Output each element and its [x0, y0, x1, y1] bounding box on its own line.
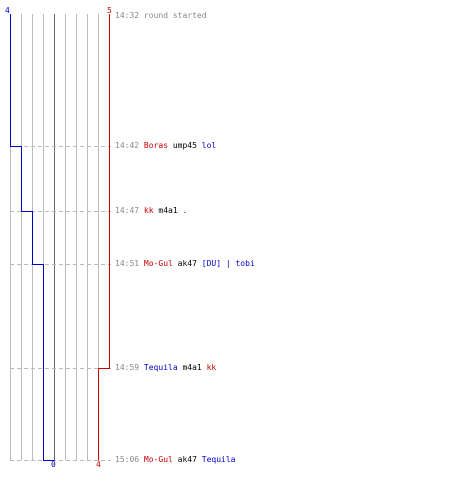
event-kill: 14:51 Mo-Gul ak47 [DU] | tobi	[115, 259, 255, 269]
blue-end-score: 0	[51, 460, 56, 469]
killer-name: Boras	[143, 141, 169, 150]
event-time: 14:47	[115, 206, 140, 215]
event-kill: 14:42 Boras ump45 lol	[115, 141, 216, 151]
victim-name: lol	[201, 141, 217, 150]
victim-name: .	[182, 206, 188, 215]
victim-name: [DU] | tobi	[201, 259, 255, 268]
weapon-name: ump45	[172, 141, 197, 150]
killer-name: kk	[143, 206, 154, 215]
victim-name: kk	[206, 363, 217, 372]
event-note: round started	[143, 11, 207, 20]
event-guides	[10, 146, 111, 461]
blue-team-line	[10, 14, 55, 461]
killer-name: Tequila	[143, 363, 178, 372]
weapon-name: m4a1	[158, 206, 178, 215]
red-start-score: 5	[107, 6, 112, 15]
victim-name: Tequila	[201, 455, 236, 464]
event-round-start: 14:32 round started	[115, 11, 207, 21]
killer-name: Mo-Gul	[143, 259, 173, 268]
red-end-score: 4	[96, 460, 101, 469]
event-kill: 14:59 Tequila m4a1 kk	[115, 363, 216, 373]
event-time: 15:06	[115, 455, 140, 464]
event-time: 14:42	[115, 141, 140, 150]
blue-start-score: 4	[5, 6, 10, 15]
weapon-name: ak47	[177, 455, 197, 464]
red-team-line	[98, 14, 110, 461]
weapon-name: ak47	[177, 259, 197, 268]
event-kill: 15:06 Mo-Gul ak47 Tequila	[115, 455, 235, 465]
event-time: 14:59	[115, 363, 140, 372]
event-time: 14:32	[115, 11, 140, 20]
event-time: 14:51	[115, 259, 140, 268]
weapon-name: m4a1	[182, 363, 202, 372]
killer-name: Mo-Gul	[143, 455, 173, 464]
event-kill: 14:47 kk m4a1 .	[115, 206, 187, 216]
